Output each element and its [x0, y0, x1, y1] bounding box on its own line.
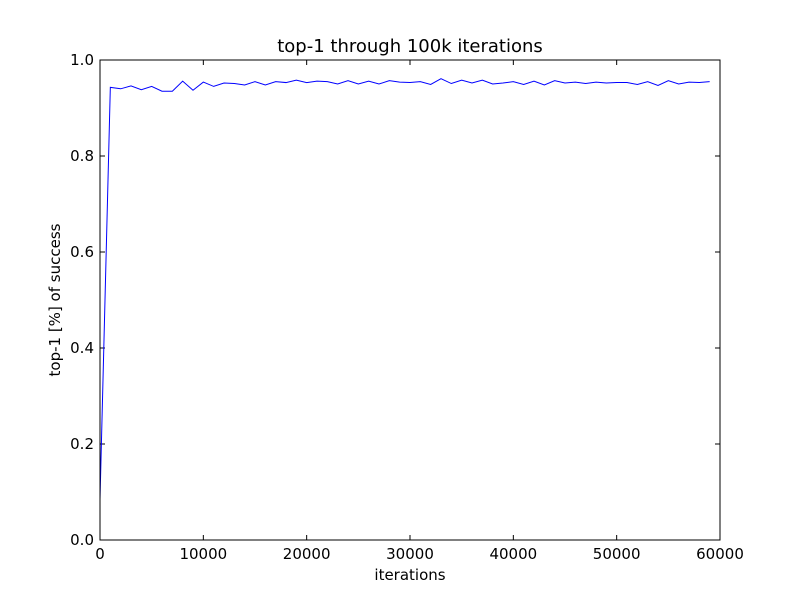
series-layer [99, 78, 710, 500]
axis-ticks: 0 10000 20000 30000 40000 50000 60000 0.0 0.2 0.4… [70, 51, 744, 563]
plot-frame [99, 59, 721, 541]
x-tick-label: 60000 [696, 545, 744, 563]
x-tick-label: 10000 [179, 545, 227, 563]
y-tick-label: 0.2 [70, 435, 94, 453]
series-line [99, 78, 710, 500]
x-tick-label: 30000 [386, 545, 434, 563]
x-tick-label: 20000 [283, 545, 331, 563]
y-tick-label: 1.0 [70, 51, 94, 69]
y-tick-label: 0.4 [70, 339, 94, 357]
y-tick-label: 0.8 [70, 147, 94, 165]
x-tick-label: 40000 [489, 545, 537, 563]
x-axis-label: iterations [374, 566, 445, 584]
y-tick-label: 0.6 [70, 243, 94, 261]
y-axis-label: top-1 [%] of success [46, 223, 64, 376]
y-tick-label: 0.0 [70, 531, 94, 549]
chart-title: top-1 through 100k iterations [277, 36, 543, 57]
x-tick-label: 50000 [593, 545, 641, 563]
x-tick-label: 0 [95, 545, 105, 563]
